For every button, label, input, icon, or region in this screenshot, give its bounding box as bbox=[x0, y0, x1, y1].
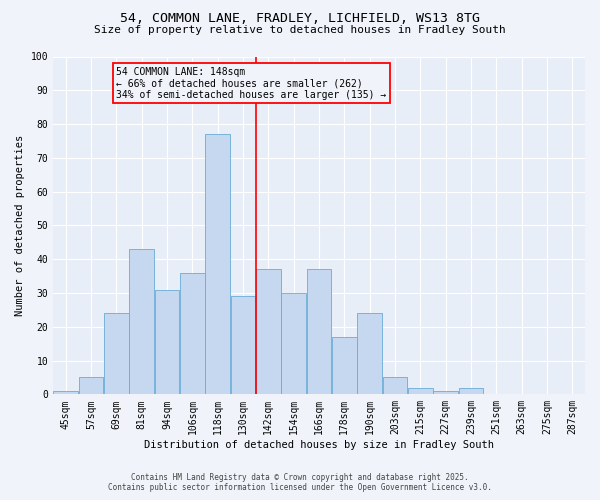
Text: Size of property relative to detached houses in Fradley South: Size of property relative to detached ho… bbox=[94, 25, 506, 35]
Bar bbox=[383, 378, 407, 394]
Bar bbox=[130, 249, 154, 394]
Bar bbox=[155, 290, 179, 395]
Bar bbox=[281, 293, 306, 394]
Y-axis label: Number of detached properties: Number of detached properties bbox=[15, 135, 25, 316]
Bar bbox=[256, 270, 281, 394]
Bar bbox=[459, 388, 483, 394]
Bar bbox=[53, 391, 78, 394]
Text: 54 COMMON LANE: 148sqm
← 66% of detached houses are smaller (262)
34% of semi-de: 54 COMMON LANE: 148sqm ← 66% of detached… bbox=[116, 66, 386, 100]
Bar bbox=[104, 314, 128, 394]
Text: 54, COMMON LANE, FRADLEY, LICHFIELD, WS13 8TG: 54, COMMON LANE, FRADLEY, LICHFIELD, WS1… bbox=[120, 12, 480, 26]
Bar bbox=[231, 296, 256, 394]
Bar bbox=[307, 270, 331, 394]
Bar bbox=[433, 391, 458, 394]
Text: Contains HM Land Registry data © Crown copyright and database right 2025.
Contai: Contains HM Land Registry data © Crown c… bbox=[108, 473, 492, 492]
X-axis label: Distribution of detached houses by size in Fradley South: Distribution of detached houses by size … bbox=[144, 440, 494, 450]
Bar bbox=[205, 134, 230, 394]
Bar bbox=[79, 378, 103, 394]
Bar bbox=[408, 388, 433, 394]
Bar bbox=[358, 314, 382, 394]
Bar bbox=[180, 272, 205, 394]
Bar bbox=[332, 337, 356, 394]
